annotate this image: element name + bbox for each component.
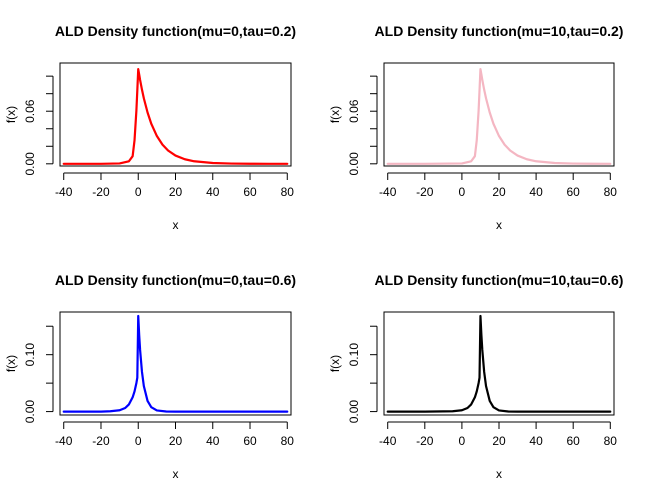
x-tick-label: 0 [135, 185, 142, 199]
x-tick-label: 0 [459, 434, 466, 448]
y-axis-label: f(x) [4, 106, 18, 123]
x-tick-label: 20 [169, 185, 183, 199]
x-tick-label: 60 [567, 434, 581, 448]
x-tick-label: -40 [55, 434, 73, 448]
plot-frame [59, 62, 292, 167]
x-tick-label: -20 [416, 185, 434, 199]
plot-frame [59, 311, 292, 416]
x-tick-label: -40 [55, 185, 73, 199]
x-tick-label: 80 [281, 434, 295, 448]
x-tick-label: 40 [529, 185, 543, 199]
y-tick-label: 0.00 [347, 152, 361, 176]
x-axis-label: x [496, 467, 502, 481]
chart-panel-2: ALD Density function(mu=10,tau=0.2) -40 -2… [328, 23, 623, 232]
x-tick-label: 60 [243, 185, 257, 199]
x-tick-label: -20 [92, 434, 110, 448]
x-tick-label: 20 [169, 434, 183, 448]
density-curve [62, 314, 289, 413]
y-tick-label: 0.06 [23, 99, 37, 123]
x-tick-label: -40 [379, 434, 397, 448]
x-tick-label: 40 [529, 434, 543, 448]
y-tick-label: 0.10 [23, 343, 37, 367]
x-axis-label: x [173, 218, 179, 232]
y-tick-label: 0.00 [347, 400, 361, 424]
x-tick-label: 60 [243, 434, 257, 448]
x-tick-label: -40 [379, 185, 397, 199]
y-axis-label: f(x) [328, 355, 342, 372]
chart-title: ALD Density function(mu=0,tau=0.2) [55, 23, 296, 39]
chart-title: ALD Density function(mu=0,tau=0.6) [55, 272, 296, 288]
y-tick-label: 0.00 [23, 400, 37, 424]
density-curve [386, 314, 612, 413]
chart-title: ALD Density function(mu=10,tau=0.2) [375, 23, 624, 39]
x-tick-label: 60 [567, 185, 581, 199]
x-tick-label: 80 [604, 185, 618, 199]
chart-title: ALD Density function(mu=10,tau=0.6) [375, 272, 624, 288]
chart-panel-4: ALD Density function(mu=10,tau=0.6) -40 -2… [328, 272, 623, 481]
y-tick-label: 0.06 [347, 99, 361, 123]
x-tick-label: -20 [416, 434, 434, 448]
x-tick-label: 0 [459, 185, 466, 199]
x-tick-label: 40 [206, 185, 220, 199]
x-tick-label: 40 [206, 434, 220, 448]
x-tick-label: 20 [492, 434, 506, 448]
y-axis-label: f(x) [4, 355, 18, 372]
density-curve [62, 68, 289, 165]
x-tick-label: 80 [604, 434, 618, 448]
plot-frame [383, 311, 615, 416]
chart-panel-3: ALD Density function(mu=0,tau=0.6) -40 -20… [4, 272, 296, 481]
density-curve [386, 68, 612, 165]
x-tick-label: 20 [492, 185, 506, 199]
x-tick-label: 80 [281, 185, 295, 199]
x-axis-label: x [496, 218, 502, 232]
y-axis-label: f(x) [328, 106, 342, 123]
plot-frame [383, 62, 615, 167]
x-axis-label: x [173, 467, 179, 481]
x-tick-label: 0 [135, 434, 142, 448]
x-tick-label: -20 [92, 185, 110, 199]
y-tick-label: 0.10 [347, 343, 361, 367]
chart-panel-1: ALD Density function(mu=0,tau=0.2) -40 -20… [4, 23, 296, 232]
y-tick-label: 0.00 [23, 152, 37, 176]
